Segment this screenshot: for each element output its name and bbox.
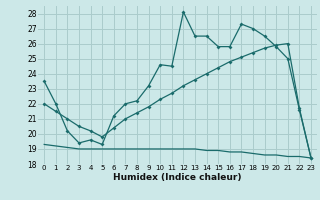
X-axis label: Humidex (Indice chaleur): Humidex (Indice chaleur) bbox=[113, 173, 242, 182]
